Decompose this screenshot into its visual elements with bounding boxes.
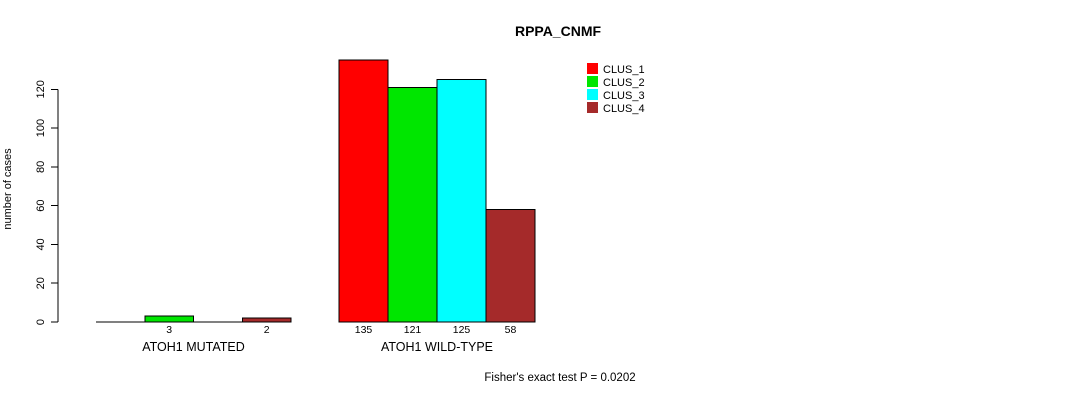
footnote-fisher-test: Fisher's exact test P = 0.0202 [484, 372, 635, 384]
legend-label-clus_1: CLUS_1 [603, 64, 645, 76]
bar-value-label: 125 [453, 324, 471, 336]
y-tick-label: 80 [35, 161, 47, 173]
y-tick-label: 120 [35, 80, 47, 98]
bar-value-label: 2 [264, 324, 270, 336]
legend-swatch-clus_1 [587, 63, 598, 74]
bar-clus_4 [241, 317, 292, 323]
y-tick-label: 100 [35, 119, 47, 137]
legend-label-clus_2: CLUS_2 [603, 77, 645, 89]
y-tick-label: 0 [35, 319, 47, 325]
category-label: ATOH1 MUTATED [142, 340, 245, 354]
bar-clus_1 [338, 59, 389, 323]
legend-label-clus_4: CLUS_4 [603, 103, 645, 115]
bar-clus_4 [485, 209, 536, 323]
bar-clus_2 [387, 86, 438, 323]
legend-swatch-clus_2 [587, 76, 598, 87]
legend-label-clus_3: CLUS_3 [603, 90, 645, 102]
bar-clus_2 [144, 315, 194, 323]
y-tick-label: 40 [35, 238, 47, 250]
bar-value-label: 121 [404, 324, 422, 336]
y-tick-label: 60 [35, 200, 47, 212]
chart-title: RPPA_CNMF [515, 23, 602, 39]
legend-swatch-clus_4 [587, 102, 598, 113]
bar-value-label: 58 [505, 324, 517, 336]
category-label: ATOH1 WILD-TYPE [381, 340, 493, 354]
bar-value-label: 3 [166, 324, 172, 336]
y-tick-label: 20 [35, 277, 47, 289]
bar-clus_3 [436, 79, 487, 323]
y-axis-label: number of cases [2, 148, 14, 230]
bar-value-label: 135 [355, 324, 373, 336]
legend-swatch-clus_3 [587, 89, 598, 100]
